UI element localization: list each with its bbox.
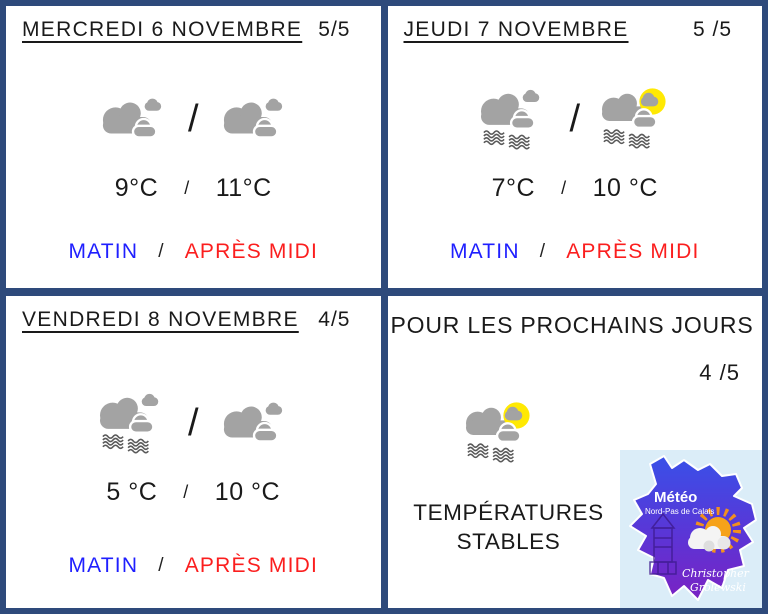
weather-icons-row: / — [22, 86, 365, 152]
reliability-rating: 4/5 — [318, 308, 351, 331]
afternoon-temperature: 11°C — [215, 174, 272, 202]
slash-separator: / — [187, 402, 199, 444]
time-labels-row: MATIN / APRÈS MIDI — [22, 240, 365, 264]
card-header: JEUDI 7 NOVEMBRE 5 /5 — [404, 18, 747, 42]
outlook-message: TEMPÉRATURES STABLES — [396, 498, 622, 557]
morning-label: MATIN — [449, 240, 520, 263]
outlook-card: POUR LES PROCHAINS JOURS 4 /5 TEMPÉRATUR… — [387, 296, 762, 608]
slash-separator: / — [158, 555, 165, 576]
region-map-shape — [629, 455, 757, 601]
slash-separator: / — [187, 98, 199, 140]
temperatures-row: 7°C / 10 °C — [404, 174, 747, 203]
logo-cloud-icon — [688, 526, 731, 552]
card-title: MERCREDI 6 NOVEMBRE — [22, 18, 303, 41]
card-title: JEUDI 7 NOVEMBRE — [403, 18, 629, 41]
temperatures-row: 9°C / 11°C — [22, 174, 365, 203]
reliability-rating: 5 /5 — [692, 18, 732, 41]
sun-cloud-fog-icon — [594, 86, 676, 152]
morning-label: MATIN — [68, 240, 139, 263]
forecast-card-mercredi: MERCREDI 6 NOVEMBRE 5/5 / 9°C / 11°C MAT… — [6, 6, 381, 288]
outlook-title: POUR LES PROCHAINS JOURS — [390, 312, 754, 338]
weather-icons-row: / — [22, 390, 365, 456]
card-header: VENDREDI 8 NOVEMBRE 4/5 — [22, 308, 365, 332]
afternoon-label: APRÈS MIDI — [566, 240, 700, 263]
slash-separator: / — [561, 178, 567, 198]
slash-separator: / — [158, 241, 165, 262]
afternoon-temperature: 10 °C — [214, 478, 281, 506]
cloudy-icon — [213, 86, 295, 152]
logo-region-text: Nord-Pas de Calais — [645, 507, 714, 516]
afternoon-temperature: 10 °C — [592, 174, 658, 202]
cloudy-fog-icon — [92, 390, 174, 456]
meteo-npdc-logo: Météo Nord-Pas de Calais Christopher Gro… — [620, 450, 762, 608]
slash-separator: / — [183, 482, 189, 502]
sun-cloud-fog-icon — [458, 400, 540, 466]
outlook-message-line2: STABLES — [456, 529, 561, 555]
logo-brand-text: Météo — [654, 489, 697, 506]
forecast-card-jeudi: JEUDI 7 NOVEMBRE 5 /5 / 7°C / 10 °C MATI… — [387, 6, 762, 288]
time-labels-row: MATIN / APRÈS MIDI — [22, 554, 365, 578]
morning-temperature: 5 °C — [106, 478, 158, 506]
forecast-card-vendredi: VENDREDI 8 NOVEMBRE 4/5 / 5 °C / 10 °C M… — [6, 296, 381, 608]
cloudy-icon — [92, 86, 174, 152]
morning-temperature: 7°C — [491, 174, 536, 202]
card-header: MERCREDI 6 NOVEMBRE 5/5 — [22, 18, 365, 42]
temperatures-row: 5 °C / 10 °C — [22, 478, 365, 507]
morning-temperature: 9°C — [114, 174, 159, 202]
slash-separator: / — [539, 241, 547, 262]
weather-icons-row: / — [404, 86, 747, 152]
reliability-rating: 5/5 — [318, 18, 351, 41]
logo-author-last-name: Grolewski — [690, 581, 746, 594]
cloudy-fog-icon — [473, 86, 555, 152]
cloudy-icon — [213, 390, 295, 456]
afternoon-label: APRÈS MIDI — [184, 240, 319, 263]
morning-label: MATIN — [68, 554, 139, 577]
time-labels-row: MATIN / APRÈS MIDI — [404, 240, 747, 264]
logo-author-first-name: Christopher — [682, 567, 750, 580]
belfry-drawing — [649, 512, 677, 575]
slash-separator: / — [184, 178, 190, 198]
outlook-message-line1: TEMPÉRATURES — [413, 500, 604, 525]
afternoon-label: APRÈS MIDI — [184, 554, 319, 577]
card-title: VENDREDI 8 NOVEMBRE — [22, 308, 299, 331]
reliability-rating: 4 /5 — [699, 360, 740, 385]
slash-separator: / — [569, 98, 581, 140]
